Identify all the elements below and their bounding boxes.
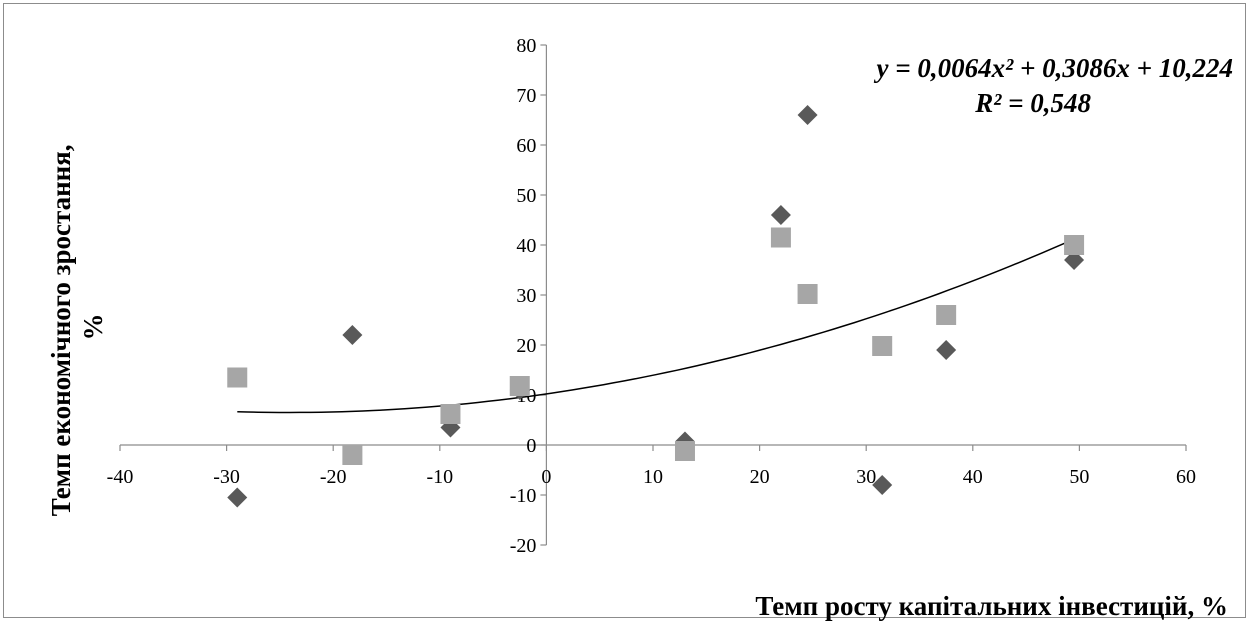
y-tick-label: 50 bbox=[516, 185, 536, 207]
y-axis-title-line-1: Темп економічного зростання, bbox=[46, 144, 76, 516]
y-axis-title-line-2: % bbox=[78, 314, 108, 341]
x-tick-label: 60 bbox=[1176, 466, 1196, 488]
x-tick-label: -40 bbox=[107, 466, 134, 488]
square-marker bbox=[1064, 235, 1085, 255]
square-marker bbox=[797, 284, 818, 304]
x-tick-label: 10 bbox=[643, 466, 663, 488]
trend-equation: y = 0,0064x² + 0,3086x + 10,224 bbox=[874, 53, 1233, 83]
trendline bbox=[237, 238, 1075, 414]
diamond-marker bbox=[770, 205, 791, 225]
chart-frame bbox=[3, 3, 1246, 618]
square-marker bbox=[440, 404, 461, 424]
x-tick-label: 0 bbox=[541, 466, 551, 488]
diamond-marker bbox=[227, 487, 248, 508]
diamond-marker bbox=[797, 105, 818, 125]
x-tick-label: -10 bbox=[426, 466, 453, 488]
y-tick-label: 0 bbox=[526, 435, 536, 457]
square-marker bbox=[770, 227, 791, 248]
y-tick-label: 40 bbox=[516, 235, 536, 257]
x-tick-label: -30 bbox=[213, 466, 240, 488]
square-marker bbox=[509, 376, 530, 396]
diamond-marker bbox=[872, 475, 893, 495]
y-tick-label: 30 bbox=[516, 285, 536, 307]
ticks: -40-30-20-100102030405060-20-10010203040… bbox=[107, 35, 1196, 557]
y-axis-title: Темп економічного зростання, % bbox=[46, 138, 108, 517]
x-tick-label: 50 bbox=[1069, 466, 1089, 488]
x-tick-label: 20 bbox=[750, 466, 770, 488]
square-marker bbox=[872, 336, 893, 356]
y-tick-label: 80 bbox=[516, 35, 536, 57]
y-tick-label: 70 bbox=[516, 85, 536, 107]
square-marker bbox=[936, 305, 957, 325]
x-tick-label: 40 bbox=[963, 466, 983, 488]
x-tick-label: -20 bbox=[320, 466, 347, 488]
y-tick-label: -20 bbox=[510, 535, 537, 557]
square-marker bbox=[227, 367, 248, 388]
diamond-marker bbox=[342, 325, 363, 345]
square-marker bbox=[342, 445, 363, 465]
y-tick-label: 60 bbox=[516, 135, 536, 157]
y-tick-label: -10 bbox=[510, 485, 537, 507]
square-marker bbox=[674, 441, 695, 461]
diamond-marker bbox=[936, 340, 957, 360]
x-axis-title: Темп росту капітальних інвестицій, % bbox=[755, 591, 1228, 621]
data-points bbox=[227, 105, 1085, 508]
r-squared: R² = 0,548 bbox=[974, 88, 1091, 118]
y-tick-label: 20 bbox=[516, 335, 536, 357]
x-tick-label: 30 bbox=[856, 466, 876, 488]
